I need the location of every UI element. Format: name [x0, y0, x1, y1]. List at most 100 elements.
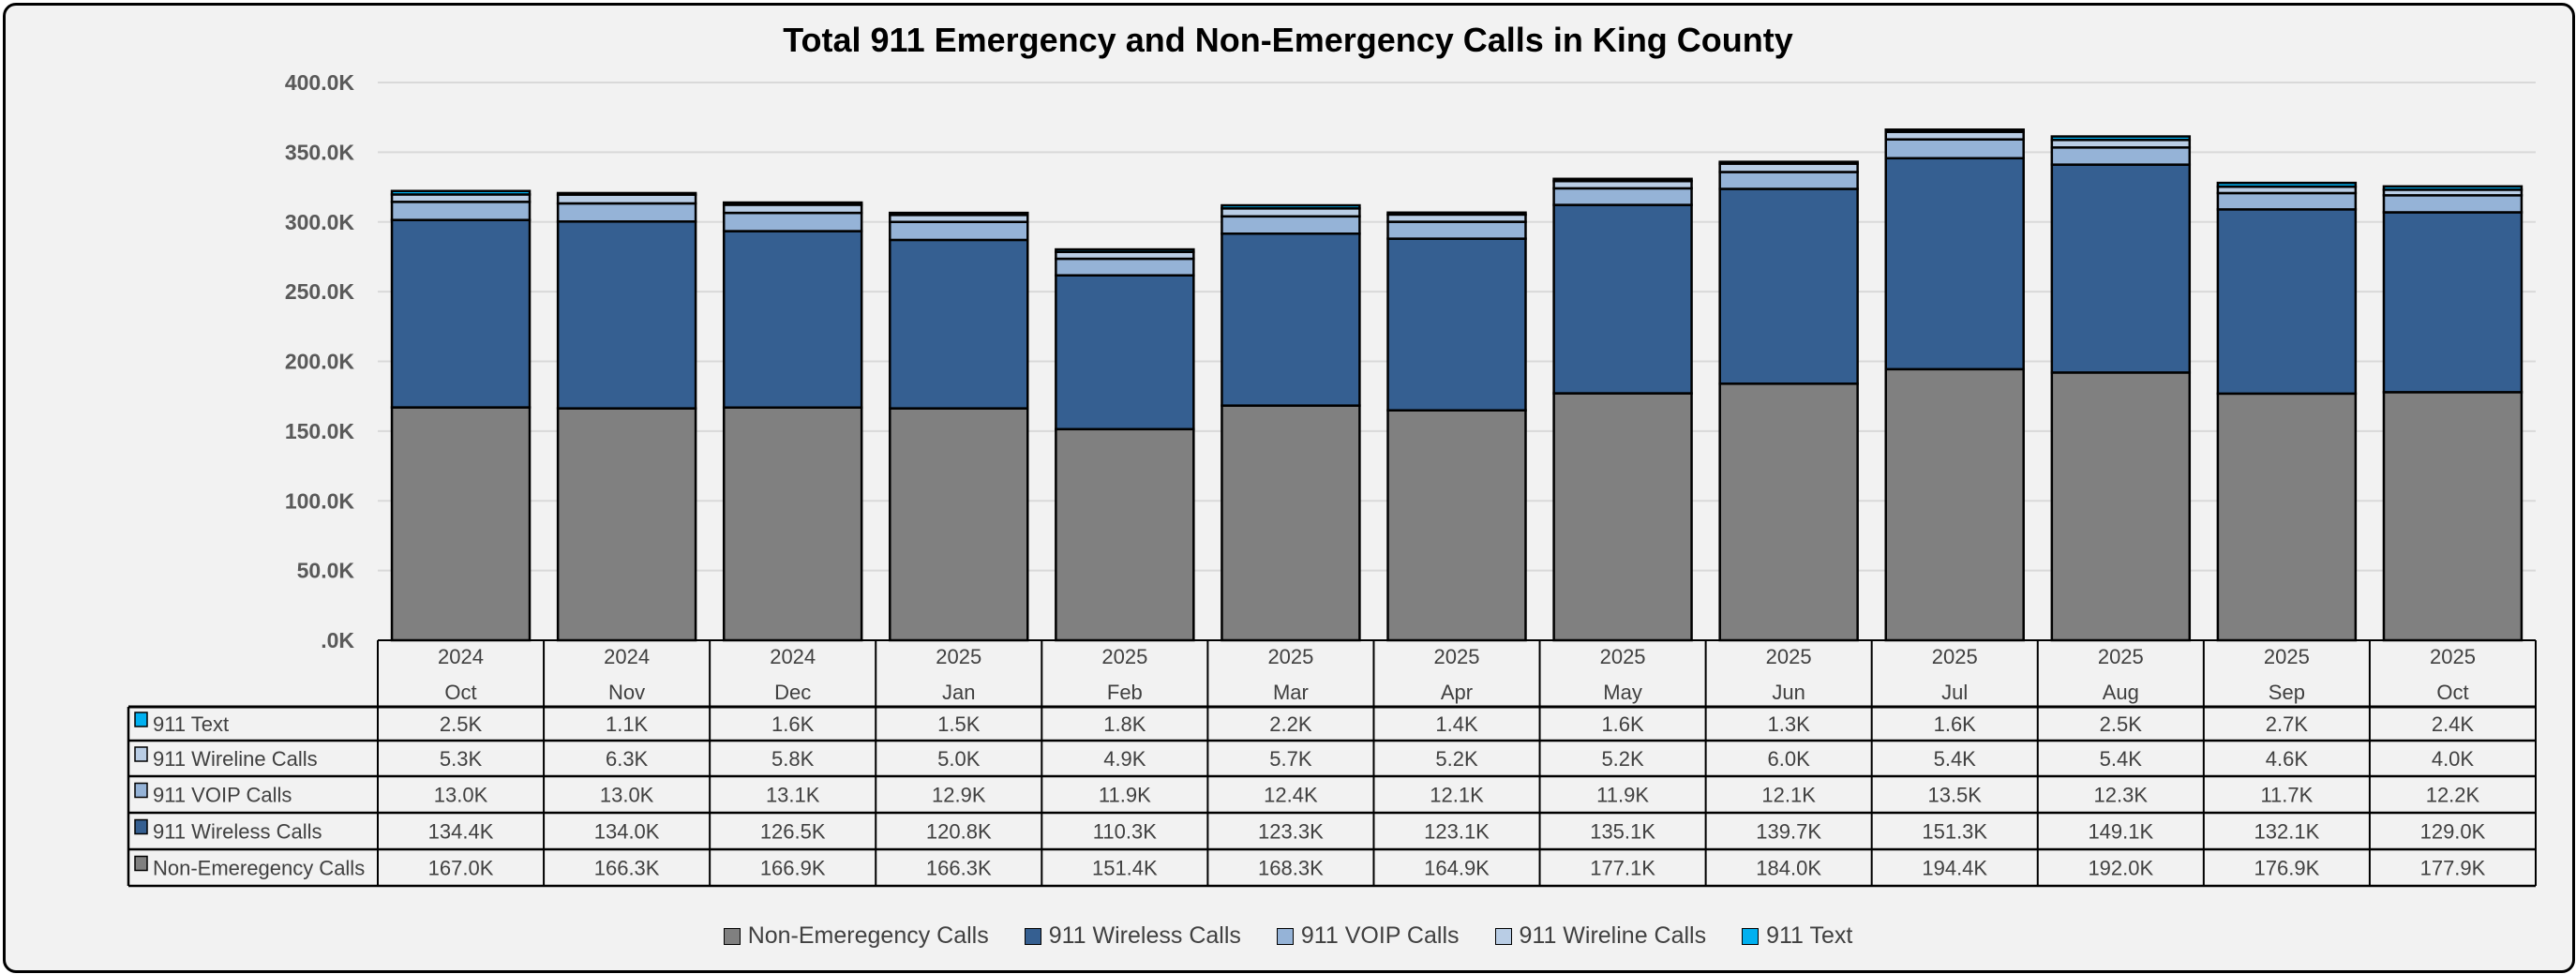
bar-segment	[889, 220, 1029, 242]
table-cell: 134.0K	[594, 820, 660, 844]
bar-segment	[2050, 163, 2192, 374]
table-cell: 6.0K	[1768, 747, 1811, 771]
bar-segment	[2050, 135, 2192, 142]
table-cell: 5.8K	[771, 747, 815, 771]
table-cell: 1.6K	[1934, 712, 1977, 736]
legend-label: 911 VOIP Calls	[1300, 922, 1460, 949]
bar-segment	[2050, 146, 2192, 166]
table-cell: 2.5K	[2100, 712, 2143, 736]
table-cell: 167.0K	[428, 857, 494, 880]
table-year-label: 2024	[770, 645, 816, 668]
y-tick-label: 300.0K	[285, 210, 355, 234]
bar-segment	[1718, 162, 1859, 173]
bar-segment	[889, 211, 1029, 217]
bar-segment	[1884, 138, 2025, 160]
table-cell: 12.2K	[2426, 784, 2480, 807]
table-cell: 166.9K	[760, 857, 826, 880]
table-cell: 1.6K	[771, 712, 815, 736]
y-tick-label: 200.0K	[285, 350, 355, 374]
bar-segment	[1055, 427, 1195, 642]
table-cell: 13.5K	[1927, 784, 1982, 807]
bar-segment	[2216, 191, 2358, 211]
bar-segment	[2216, 208, 2358, 396]
table-row-label: 911 Wireless Calls	[153, 820, 322, 844]
table-cell: 1.8K	[1103, 712, 1146, 736]
bar-segment	[1221, 215, 1361, 235]
bar-segment	[390, 201, 532, 221]
table-cell: 5.2K	[1435, 747, 1478, 771]
y-tick-label: 400.0K	[285, 70, 355, 95]
bar-segment	[889, 238, 1029, 410]
legend-key-icon	[134, 855, 148, 872]
legend-item: 911 Wireless Calls	[1024, 922, 1241, 950]
bar-segment	[722, 203, 863, 215]
table-cell: 4.0K	[2432, 747, 2475, 771]
table-cell: 176.9K	[2254, 857, 2320, 880]
table-cell: 1.5K	[937, 712, 981, 736]
bar-segment	[556, 407, 697, 642]
legend-label: Non-Emeregency Calls	[747, 922, 989, 949]
table-month-label: Aug	[2103, 681, 2139, 704]
bar-segment	[1884, 367, 2025, 642]
bar-segment	[2382, 391, 2524, 642]
bar-segment	[889, 407, 1029, 642]
table-cell: 164.9K	[1424, 857, 1490, 880]
bar-segment	[2382, 194, 2524, 214]
table-cell: 11.7K	[2260, 784, 2313, 807]
bar-segment	[1221, 232, 1361, 407]
bar-segment	[1386, 220, 1527, 240]
bar-segment	[1055, 257, 1195, 277]
table-cell: 110.3K	[1093, 820, 1157, 844]
bar-segment	[390, 189, 532, 196]
table-year-label: 2024	[438, 645, 484, 668]
table-cell: 5.7K	[1269, 747, 1312, 771]
legend-key-icon	[134, 818, 148, 835]
table-year-label: 2024	[604, 645, 650, 668]
bar-segment	[1386, 237, 1527, 412]
table-cell: 123.3K	[1258, 820, 1324, 844]
legend-key-icon	[134, 712, 148, 727]
bar-segment	[1552, 187, 1693, 206]
table-row-label: 911 Text	[153, 712, 229, 736]
table-cell: 177.1K	[1590, 857, 1655, 880]
legend-swatch-icon	[1742, 927, 1760, 945]
table-row-label: Non-Emeregency Calls	[153, 857, 365, 880]
table-cell: 151.4K	[1092, 857, 1158, 880]
legend-swatch-icon	[1494, 927, 1512, 945]
table-month-label: Jan	[942, 681, 975, 704]
bar-segment	[2216, 181, 2358, 188]
table-year-label: 2025	[1434, 645, 1480, 668]
legend-swatch-icon	[723, 927, 741, 945]
table-cell: 12.9K	[932, 784, 986, 807]
legend-item: Non-Emeregency Calls	[723, 922, 989, 950]
table-month-label: Oct	[2436, 681, 2468, 704]
table-year-label: 2025	[2264, 645, 2310, 668]
table-cell: 151.3K	[1922, 820, 1987, 844]
table-month-label: May	[1603, 681, 1642, 704]
table-year-label: 2025	[936, 645, 981, 668]
table-year-label: 2025	[1267, 645, 1313, 668]
bar-segment	[1221, 207, 1361, 218]
bar-segment	[1718, 160, 1859, 165]
table-cell: 192.0K	[2088, 857, 2153, 880]
bar-segment	[722, 230, 863, 409]
bar-segment	[1552, 203, 1693, 395]
legend-key-icon	[134, 746, 148, 762]
table-cell: 2.2K	[1269, 712, 1312, 736]
bar-segment	[390, 218, 532, 409]
bar-segment	[722, 211, 863, 232]
table-cell: 5.0K	[937, 747, 981, 771]
table-cell: 4.6K	[2266, 747, 2309, 771]
bar-segment	[1055, 247, 1195, 253]
table-cell: 12.3K	[2094, 784, 2149, 807]
table-year-label: 2025	[1101, 645, 1147, 668]
bar-segment	[1884, 157, 2025, 371]
bar-segment	[2216, 392, 2358, 642]
table-cell: 5.2K	[1601, 747, 1644, 771]
legend-swatch-icon	[1276, 927, 1294, 945]
legend-label: 911 Wireline Calls	[1519, 922, 1707, 949]
table-cell: 1.1K	[606, 712, 649, 736]
table-cell: 13.1K	[766, 784, 820, 807]
table-cell: 1.3K	[1768, 712, 1811, 736]
